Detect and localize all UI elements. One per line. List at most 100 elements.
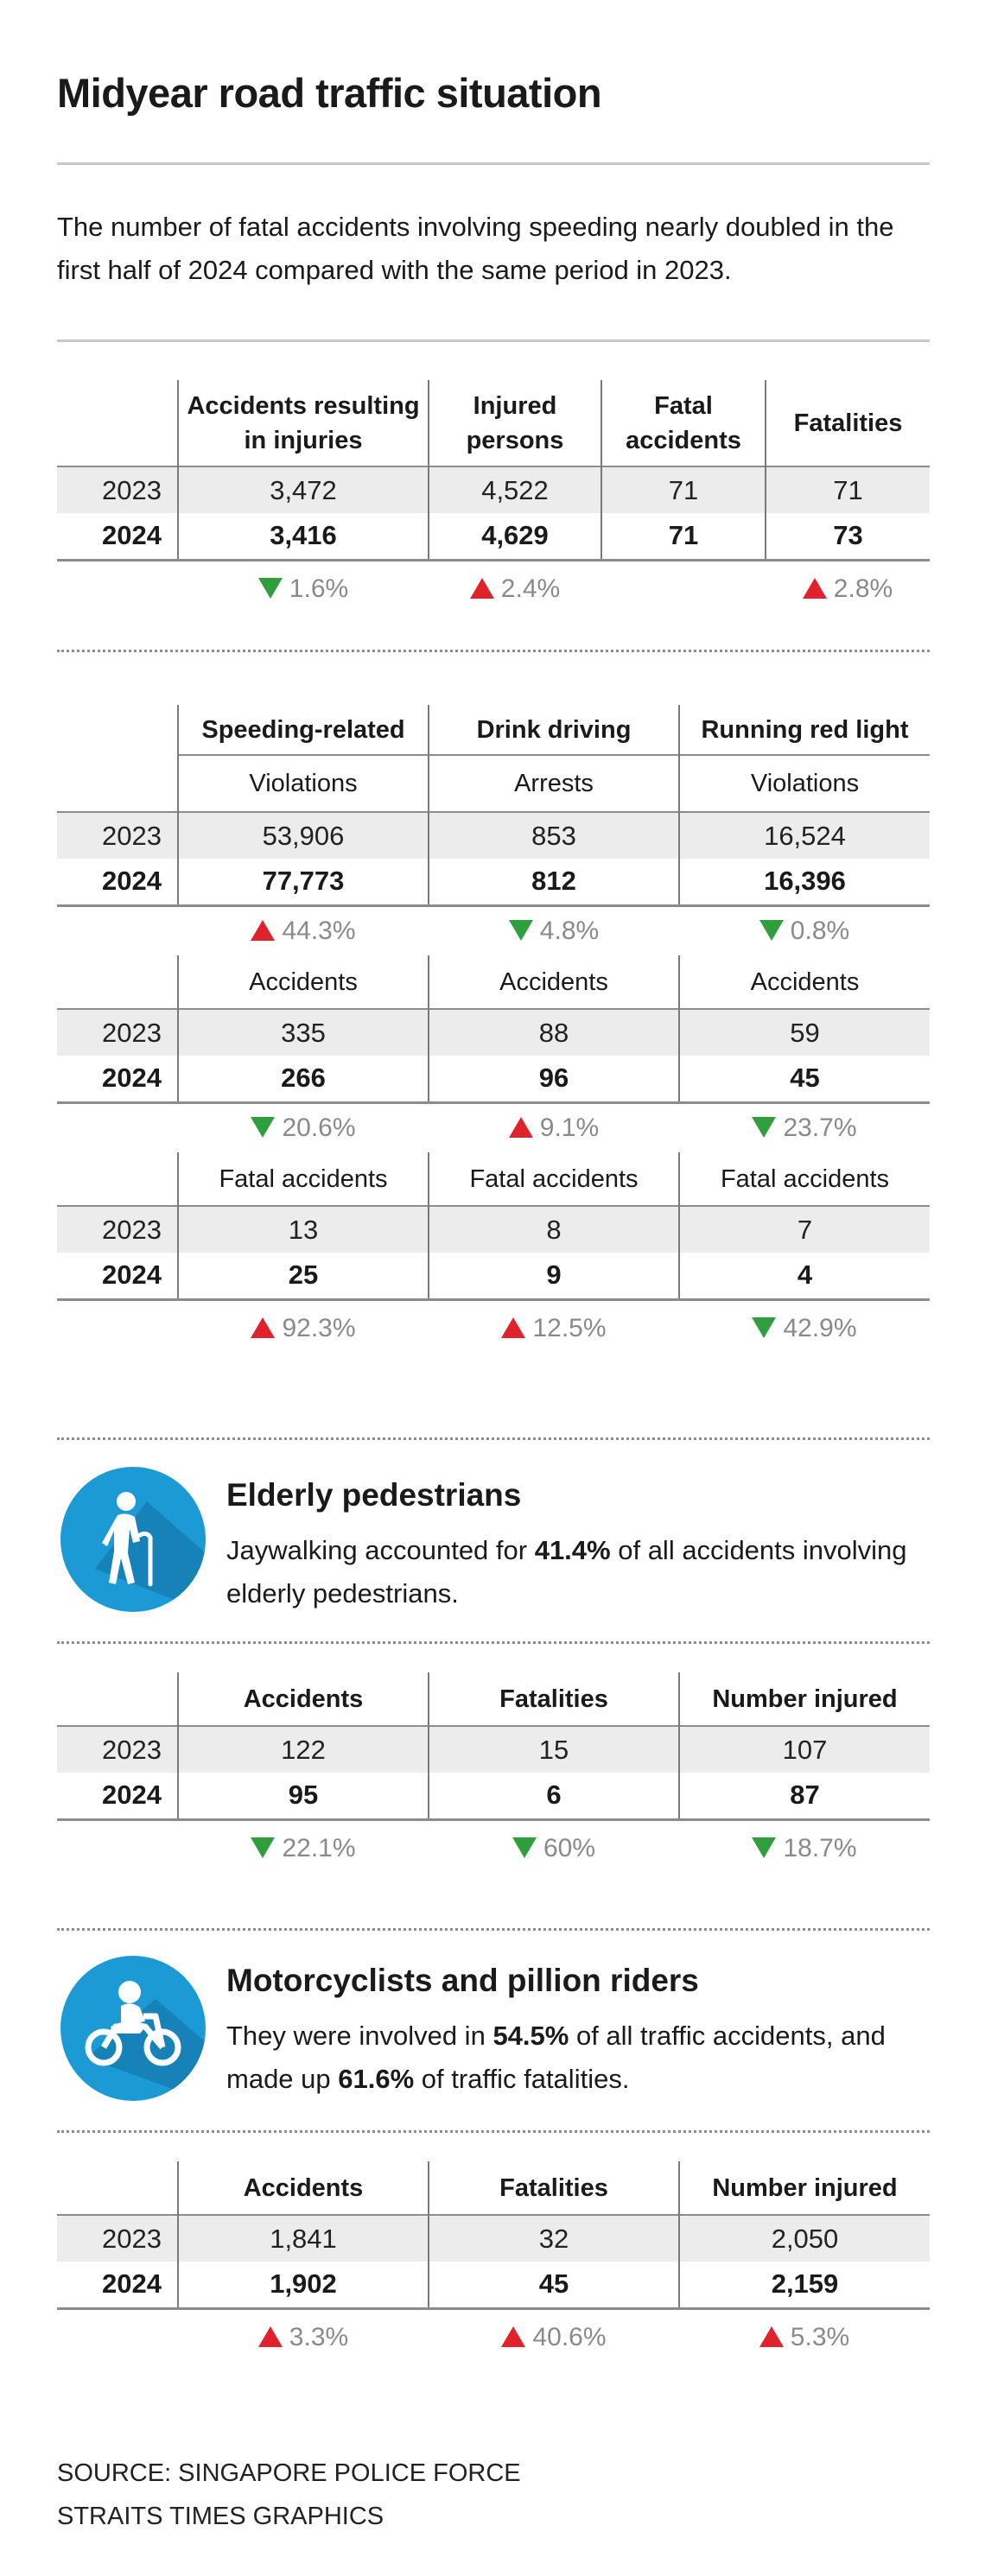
change-label: 2.4%: [429, 560, 601, 617]
column-header: Speeding-related: [177, 705, 429, 755]
page-title: Midyear road traffic situation: [57, 70, 602, 116]
table-row: 2023 1,841 32 2,050: [57, 2214, 930, 2262]
highlight-value: 54.5%: [492, 2021, 569, 2051]
year-label: 2023: [57, 466, 178, 513]
change-value: 4.8%: [539, 916, 600, 945]
column-header: Accidents: [177, 1672, 429, 1726]
data-label: 77,773: [177, 859, 429, 907]
change-label: 20.6%: [178, 1102, 429, 1152]
subheader: Fatal accidents: [177, 1152, 429, 1206]
subheader: Fatal accidents: [428, 1152, 679, 1206]
data-label: 3,416: [177, 513, 429, 562]
dotted-divider: [57, 2130, 930, 2133]
change-arrow-icon: [508, 1116, 533, 1138]
data-label: 8: [428, 1205, 679, 1253]
column-header: Fatal accidents: [601, 380, 766, 466]
source-credit: SOURCE: SINGAPORE POLICE FORCE STRAITS TI…: [57, 2452, 521, 2538]
change-label: 12.5%: [429, 1299, 679, 1356]
column-header: Fatalities: [428, 2161, 679, 2215]
section-text: They were involved in 54.5% of all traff…: [226, 2014, 944, 2101]
data-label: 13: [177, 1205, 429, 1253]
change-label: 9.1%: [429, 1102, 679, 1152]
data-label: 1,902: [177, 2262, 429, 2310]
change-value: 20.6%: [282, 1113, 356, 1142]
highlight-value: 61.6%: [338, 2064, 415, 2094]
table-row: 2023 335 88 59: [57, 1008, 930, 1056]
section-text: Jaywalking accounted for 41.4% of all ac…: [226, 1529, 944, 1615]
change-row: 1.6% 2.4% 2.8%: [57, 560, 930, 617]
change-label: 3.3%: [178, 2308, 429, 2365]
subheader: Accidents: [678, 955, 930, 1009]
change-arrow-icon: [469, 577, 494, 599]
subheader: Accidents: [177, 955, 429, 1009]
change-label: 42.9%: [679, 1299, 930, 1356]
change-label: 1.6%: [178, 560, 429, 617]
front-wheel-shape: [143, 2028, 181, 2066]
year-label: 2023: [57, 1205, 178, 1253]
change-value: 9.1%: [539, 1113, 600, 1142]
overall-table: Accidents resulting in injuries Injured …: [57, 380, 930, 617]
subheader: Fatal accidents: [678, 1152, 930, 1206]
change-arrow-icon: [251, 919, 276, 941]
data-label: 335: [177, 1008, 429, 1056]
divider: [57, 339, 930, 342]
data-label: 96: [428, 1056, 679, 1104]
data-label: 9: [428, 1253, 679, 1301]
column-header: Fatalities: [428, 1672, 679, 1726]
change-value: 40.6%: [532, 2322, 607, 2351]
dotted-divider: [57, 1641, 930, 1644]
change-value: 92.3%: [282, 1313, 356, 1342]
table-row: 2023 122 15 107: [57, 1725, 930, 1773]
intro-text: The number of fatal accidents involving …: [57, 212, 894, 285]
change-label: 18.7%: [679, 1819, 930, 1876]
change-label: 22.1%: [178, 1819, 429, 1876]
data-label: 71: [601, 513, 766, 562]
subheader: Accidents: [428, 955, 679, 1009]
rider-body-shape: [121, 2003, 145, 2025]
column-header: Drink driving: [428, 705, 679, 755]
data-label: 45: [678, 1056, 930, 1104]
data-label: 4,629: [428, 513, 601, 562]
elderly-pedestrian-icon: [60, 1467, 206, 1612]
column-header: Accidents resulting in injuries: [177, 380, 429, 466]
tank-shape: [111, 2021, 147, 2034]
column-header: Accidents: [177, 2161, 429, 2215]
data-label: 45: [428, 2262, 679, 2310]
data-label: 3,472: [177, 466, 429, 513]
table-row: 2024 3,416 4,629 71 73: [57, 513, 930, 562]
change-row: 44.3% 4.8% 0.8%: [57, 905, 930, 955]
year-label: 2024: [57, 1253, 178, 1301]
change-arrow-icon: [251, 1837, 276, 1858]
data-label: 107: [678, 1725, 930, 1773]
column-header: Running red light: [678, 705, 930, 755]
data-label: 812: [428, 859, 679, 907]
year-label: 2024: [57, 1773, 178, 1821]
change-label: 23.7%: [679, 1102, 930, 1152]
text-part: of all traffic accidents, and made up: [226, 2021, 886, 2094]
column-header: Number injured: [678, 2161, 930, 2215]
table-row: 2024 95 6 87: [57, 1773, 930, 1821]
change-arrow-icon: [501, 1317, 526, 1338]
offences-table: Speeding-related Drink driving Running r…: [57, 705, 930, 1356]
text-part: They were involved in: [226, 2021, 493, 2051]
data-label: 95: [177, 1773, 429, 1821]
dotted-divider: [57, 650, 930, 652]
change-value: 60%: [543, 1833, 596, 1862]
change-arrow-icon: [752, 1317, 777, 1338]
data-label: 73: [765, 513, 930, 562]
change-value: 42.9%: [783, 1313, 857, 1342]
change-label: 5.3%: [679, 2308, 930, 2365]
table-row: 2024 77,773 812 16,396: [57, 859, 930, 907]
data-label: 71: [601, 466, 766, 513]
subheader: Violations: [678, 754, 930, 812]
text-part: Jaywalking accounted for: [226, 1535, 535, 1565]
data-label: 87: [678, 1773, 930, 1821]
data-label: 59: [678, 1008, 930, 1056]
divider: [57, 162, 930, 165]
text-part: of traffic fatalities.: [414, 2064, 630, 2094]
table-row: 2024 1,902 45 2,159: [57, 2262, 930, 2310]
rear-wheel-shape: [85, 2028, 123, 2066]
year-label: 2024: [57, 1056, 178, 1104]
year-label: 2023: [57, 1725, 178, 1773]
data-label: 2,050: [678, 2214, 930, 2262]
